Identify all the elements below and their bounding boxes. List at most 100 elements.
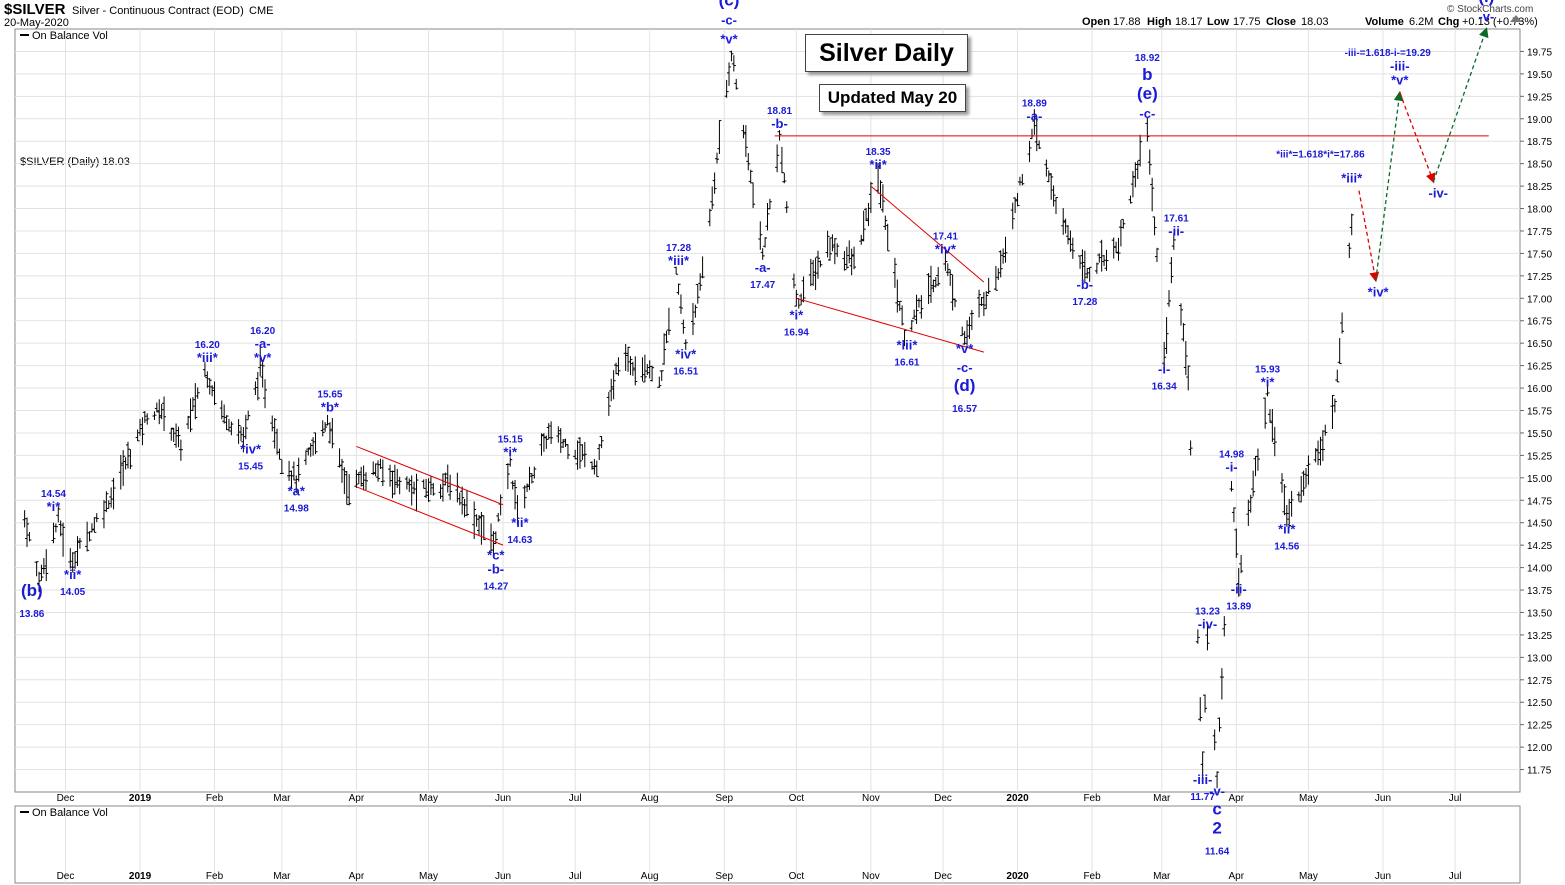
ohlc-bar	[1188, 440, 1193, 456]
ohlc-bar	[157, 399, 162, 425]
scroll-up-icon[interactable]	[1510, 15, 1522, 22]
ohlc-bar	[676, 283, 681, 295]
ohlc-bar	[594, 460, 599, 478]
projection-arrow	[1375, 90, 1404, 281]
ohlc-bar	[44, 549, 49, 581]
wave-price: 16.51	[673, 366, 698, 377]
ohlc-bar	[243, 414, 248, 440]
ohlc-bar	[681, 319, 686, 334]
ohlc-bar	[626, 346, 631, 372]
low-label: Low	[1207, 16, 1229, 28]
wave-text: -iv-	[1198, 617, 1218, 632]
wave-text: -a-	[255, 336, 271, 351]
wave-price: 16.94	[784, 328, 809, 339]
ohlc-bar	[525, 483, 530, 493]
ohlc-bar	[801, 276, 806, 303]
ohlc-bar	[815, 250, 820, 279]
ohlc-bar	[779, 146, 784, 174]
wave-price: 14.56	[1274, 541, 1299, 552]
ohlc-bar	[623, 343, 628, 371]
ohlc-bar	[981, 292, 986, 316]
ohlc-bar	[640, 357, 645, 382]
projection-arrow	[1399, 92, 1436, 184]
ohlc-bar	[1222, 616, 1227, 637]
wave-price: 16.61	[894, 357, 919, 368]
wave-text: *iv*	[675, 346, 697, 361]
wave-label: *iv* 16.51	[673, 346, 698, 377]
ohlc-bar	[477, 515, 482, 536]
ohlc-bar	[1320, 430, 1325, 462]
ohlc-bar	[409, 475, 414, 506]
ohlc-bar	[1234, 528, 1239, 558]
wave-label: *ii* 14.63	[507, 515, 532, 546]
ohlc-bar	[880, 184, 885, 213]
wave-label: *iii* 16.61	[894, 337, 919, 368]
ohlc-bar	[481, 515, 486, 541]
ohlc-bar	[662, 333, 667, 365]
ohlc-bar	[270, 415, 275, 432]
ohlc-bar	[443, 472, 448, 486]
ohlc-bar	[493, 531, 498, 545]
x-tick-label: Mar	[273, 793, 291, 804]
y-tick-label: 13.00	[1527, 653, 1552, 664]
ohlc-bar	[395, 468, 400, 488]
wave-label: 16.20*iii*	[195, 340, 220, 365]
x-tick-label: Dec	[57, 793, 75, 804]
ohlc-bar	[1332, 398, 1337, 413]
ohlc-bar	[207, 378, 212, 395]
wave-text: -b-	[771, 116, 788, 131]
ohlc-bar	[1263, 397, 1268, 429]
ohlc-bar	[1304, 467, 1309, 488]
wave-label: *iv*	[1368, 284, 1390, 299]
ohlc-bar	[936, 267, 941, 287]
x-tick-label: Apr	[1229, 793, 1245, 804]
ohlc-bar	[347, 474, 352, 506]
ohlc-bar	[342, 467, 347, 495]
ohlc-bar	[902, 329, 907, 347]
wave-price: 18.89	[1022, 99, 1047, 110]
ohlc-bar	[659, 370, 664, 381]
wave-label: 16.20-a-*v*	[250, 326, 275, 365]
ohlc-bar	[376, 460, 381, 482]
ohlc-bar	[1150, 177, 1155, 212]
ohlc-bar	[364, 472, 369, 490]
price-legend: $SILVER (Daily) 18.03	[20, 156, 130, 168]
ohlc-bar	[388, 464, 393, 487]
ohlc-bar	[1085, 268, 1090, 279]
wave-text: (b)	[21, 581, 43, 600]
ohlc-bar	[630, 361, 635, 376]
y-tick-label: 15.75	[1527, 407, 1552, 418]
ohlc-bar	[931, 279, 936, 293]
ohlc-bar	[1248, 494, 1253, 513]
chart-title: Silver Daily	[805, 34, 968, 72]
ohlc-bar	[1270, 408, 1275, 443]
ohlc-bar	[440, 473, 445, 502]
ohlc-bar	[650, 365, 655, 382]
ohlc-bar	[746, 153, 751, 171]
ohlc-bar	[683, 339, 688, 350]
ohlc-bar	[597, 443, 602, 461]
ohlc-bar	[1279, 473, 1284, 493]
y-tick-label: 16.50	[1527, 339, 1552, 350]
ohlc-bar	[190, 397, 195, 412]
wave-price: 15.93	[1255, 364, 1280, 375]
wave-price: 16.20	[195, 340, 220, 351]
ohlc-bar	[287, 460, 292, 481]
ohlc-bar	[599, 436, 604, 449]
ohlc-bar	[1323, 424, 1328, 436]
y-tick-label: 17.25	[1527, 272, 1552, 283]
ohlc-bar	[1246, 499, 1251, 526]
ohlc-bar	[344, 471, 349, 505]
y-tick-label: 14.25	[1527, 541, 1552, 552]
wave-text: b	[1142, 65, 1152, 84]
ohlc-bar	[462, 499, 467, 518]
y-tick-label: 17.50	[1527, 249, 1552, 260]
ohlc-bar	[666, 307, 671, 335]
ohlc-bar	[948, 269, 953, 286]
ohlc-bar	[380, 459, 385, 487]
wave-text: *i*	[503, 444, 518, 459]
ohlc-bar	[193, 383, 198, 420]
wave-text: *iv*	[1368, 284, 1390, 299]
ohlc-bar	[445, 464, 450, 493]
ohlc-bar	[808, 258, 813, 287]
